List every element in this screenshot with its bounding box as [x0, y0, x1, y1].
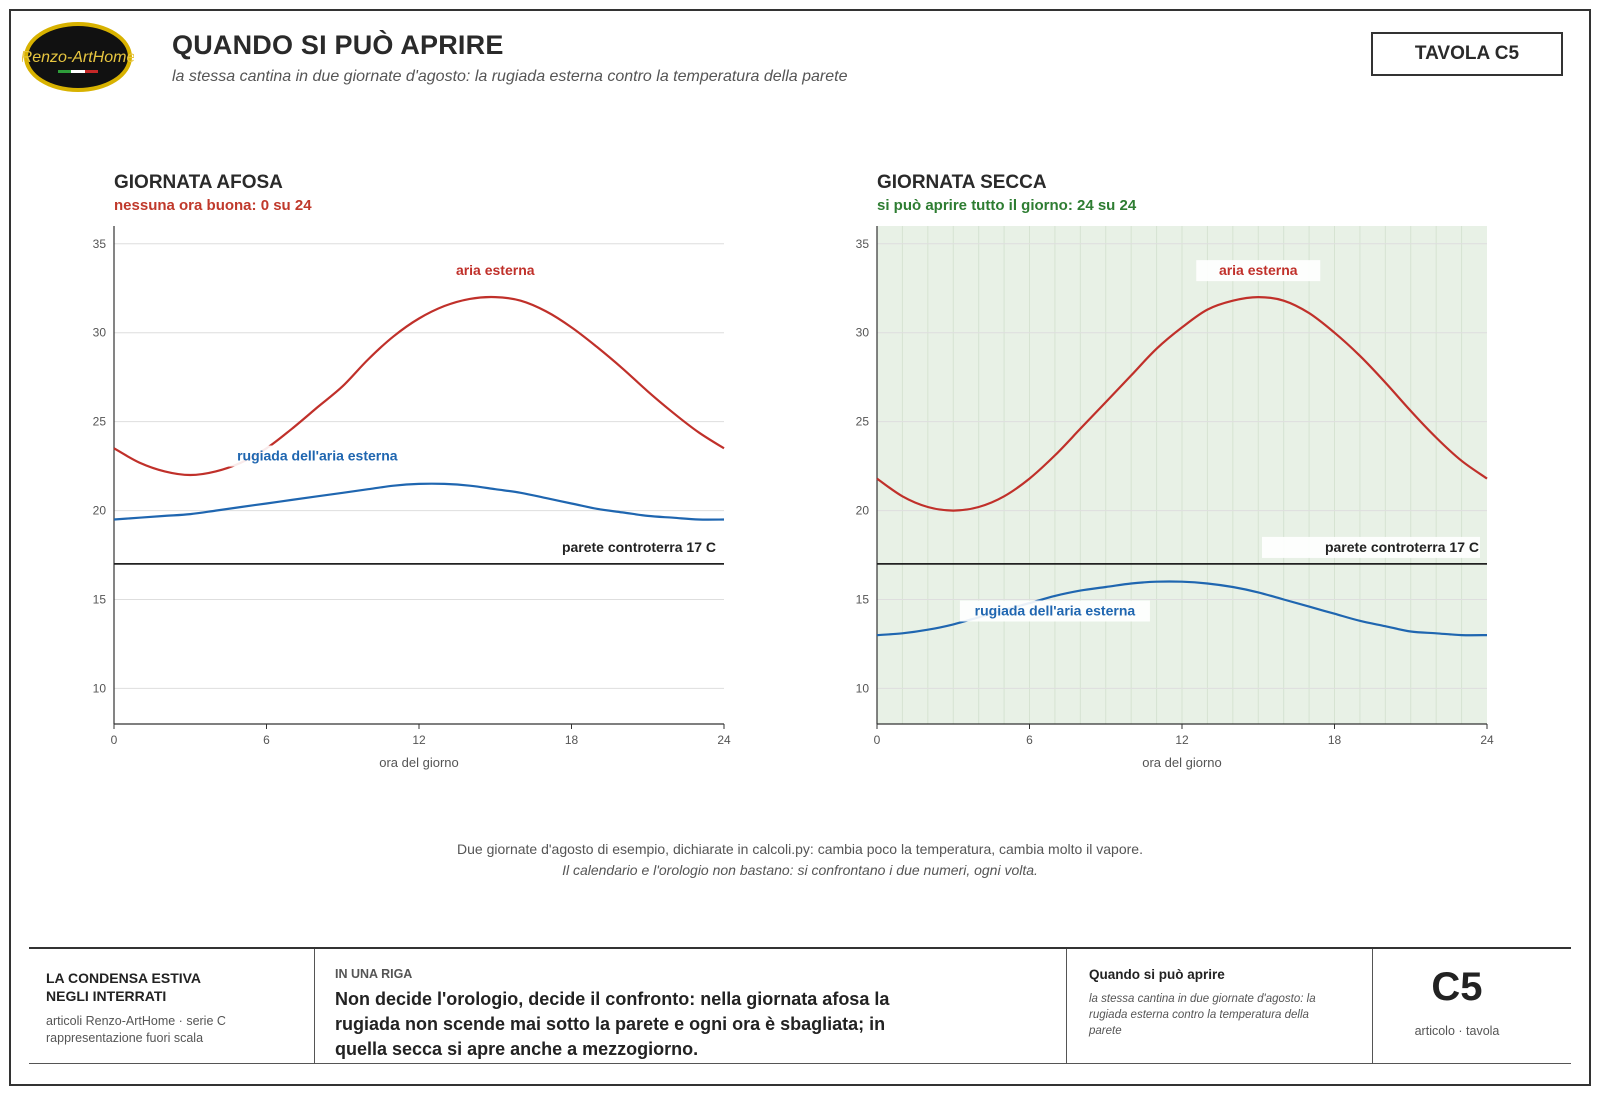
card-subtitle: la stessa cantina in due giornate d'agos…	[1089, 993, 1316, 1037]
series-label-parete: parete controterra 17 C	[562, 539, 716, 555]
label-background	[499, 536, 717, 558]
y-tick-label: 10	[93, 681, 107, 695]
in-una-riga-text: Non decide l'orologio, decide il confron…	[335, 989, 890, 1059]
x-tick-label: 12	[412, 733, 426, 747]
x-tick-label: 6	[263, 733, 270, 747]
x-axis-label: ora del giorno	[379, 755, 459, 770]
label-background	[222, 445, 413, 467]
x-axis-label: ora del giorno	[1142, 755, 1222, 770]
chart-subtitle: si può aprire tutto il giorno: 24 su 24	[877, 197, 1137, 214]
label-background	[1196, 260, 1321, 282]
chart-title: GIORNATA SECCA	[877, 172, 1047, 193]
chart-subtitle: nessuna ora buona: 0 su 24	[114, 197, 312, 214]
label-background	[959, 600, 1150, 622]
series-label-aria-esterna: aria esterna	[456, 262, 535, 278]
y-tick-label: 10	[856, 681, 870, 695]
card-title: Quando si può aprire	[1089, 967, 1225, 982]
footer-divider	[1066, 949, 1067, 1064]
x-tick-label: 18	[1328, 733, 1342, 747]
y-tick-label: 25	[93, 415, 107, 429]
series-sub-line-1: articoli Renzo-ArtHome · serie C	[46, 1014, 226, 1028]
y-tick-label: 30	[93, 326, 107, 340]
series-label-rugiada: rugiada dell'aria esterna	[975, 603, 1136, 619]
y-tick-label: 30	[856, 326, 870, 340]
y-tick-label: 15	[93, 593, 107, 607]
chart-title: GIORNATA AFOSA	[114, 172, 283, 193]
label-background	[433, 260, 558, 282]
series-subtitle: articoli Renzo-ArtHome · serie C rappres…	[46, 1013, 226, 1047]
x-tick-label: 24	[1480, 733, 1494, 747]
y-tick-label: 20	[93, 504, 107, 518]
footer-divider	[1372, 949, 1373, 1064]
x-tick-label: 18	[565, 733, 579, 747]
series-label-rugiada: rugiada dell'aria esterna	[237, 448, 398, 464]
x-tick-label: 0	[111, 733, 118, 747]
series-sub-line-2: rappresentazione fuori scala	[46, 1031, 204, 1045]
x-tick-label: 6	[1026, 733, 1033, 747]
y-tick-label: 25	[856, 415, 870, 429]
y-tick-label: 20	[856, 504, 870, 518]
article-code: C5	[1431, 965, 1483, 1009]
caption-line-1: Due giornate d'agosto di esempio, dichia…	[457, 841, 1143, 857]
page-subtitle: la stessa cantina in due giornate d'agos…	[172, 68, 848, 85]
series-line-0	[113, 295, 725, 477]
y-tick-label: 35	[856, 237, 870, 251]
page-frame	[9, 9, 1591, 1086]
tavola-badge: TAVOLA C5	[1371, 32, 1563, 76]
series-line-1	[113, 482, 725, 521]
x-tick-label: 12	[1175, 733, 1189, 747]
series-title-line-2: NEGLI INTERRATI	[46, 988, 167, 1004]
series-title-line-1: LA CONDENSA ESTIVA	[46, 970, 202, 986]
footer-divider	[314, 949, 315, 1064]
charts-canvas: GIORNATA AFOSA nessuna ora buona: 0 su 24…	[93, 172, 1494, 770]
series-title: LA CONDENSA ESTIVA NEGLI INTERRATI	[46, 969, 201, 1005]
article-code-sub: articolo · tavola	[1414, 1024, 1500, 1038]
page-title: QUANDO SI PUÒ APRIRE	[172, 30, 504, 60]
footer: LA CONDENSA ESTIVA NEGLI INTERRATI artic…	[29, 947, 1571, 1064]
series-line-0	[876, 295, 1488, 512]
series-label-parete: parete controterra 17 C	[1325, 539, 1479, 555]
label-background	[1262, 536, 1480, 558]
x-tick-label: 24	[717, 733, 731, 747]
renzo-arthome-logo: Renzo-ArtHome	[22, 22, 134, 92]
y-tick-label: 15	[856, 593, 870, 607]
y-tick-label: 35	[93, 237, 107, 251]
svg-text:Renzo-ArtHome: Renzo-ArtHome	[22, 49, 134, 66]
caption-line-2: Il calendario e l'orologio non bastano: …	[562, 862, 1038, 878]
series-label-aria-esterna: aria esterna	[1219, 262, 1298, 278]
x-tick-label: 0	[874, 733, 881, 747]
in-una-riga-label: IN UNA RIGA	[335, 967, 413, 981]
